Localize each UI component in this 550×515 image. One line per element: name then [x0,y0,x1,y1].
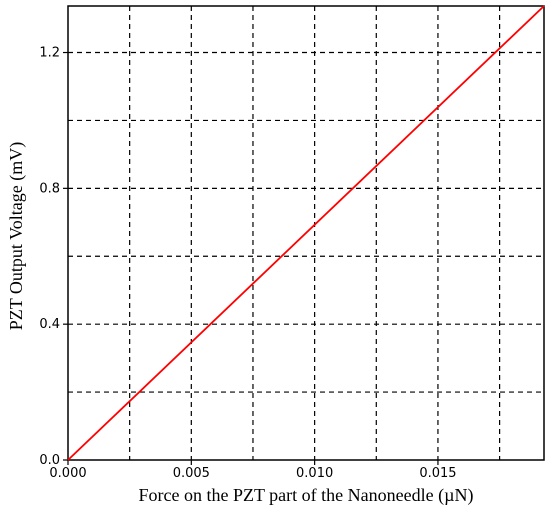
series-line-0 [67,5,545,461]
x-tick-label: 0.015 [419,466,456,481]
x-tick-label: 0.010 [296,466,333,481]
x-tick-label: 0.005 [173,466,210,481]
tick-marks [63,51,439,465]
y-tick-label: 1.2 [39,46,60,61]
plot-frame [67,5,545,461]
y-tick-label: 0.8 [39,181,60,196]
x-axis-label: Force on the PZT part of the Nanoneedle … [139,485,474,506]
y-axis-label: PZT Output Voltage (mV) [6,142,27,331]
grid-lines [68,6,544,460]
tick-labels: 0.000 0.005 0.010 0.015 0.0 0.4 0.8 1.2 [39,46,456,481]
x-tick-label: 0.000 [49,466,86,481]
y-tick-label: 0.0 [39,453,60,468]
series-group [67,5,545,461]
y-tick-label: 0.4 [39,317,60,332]
